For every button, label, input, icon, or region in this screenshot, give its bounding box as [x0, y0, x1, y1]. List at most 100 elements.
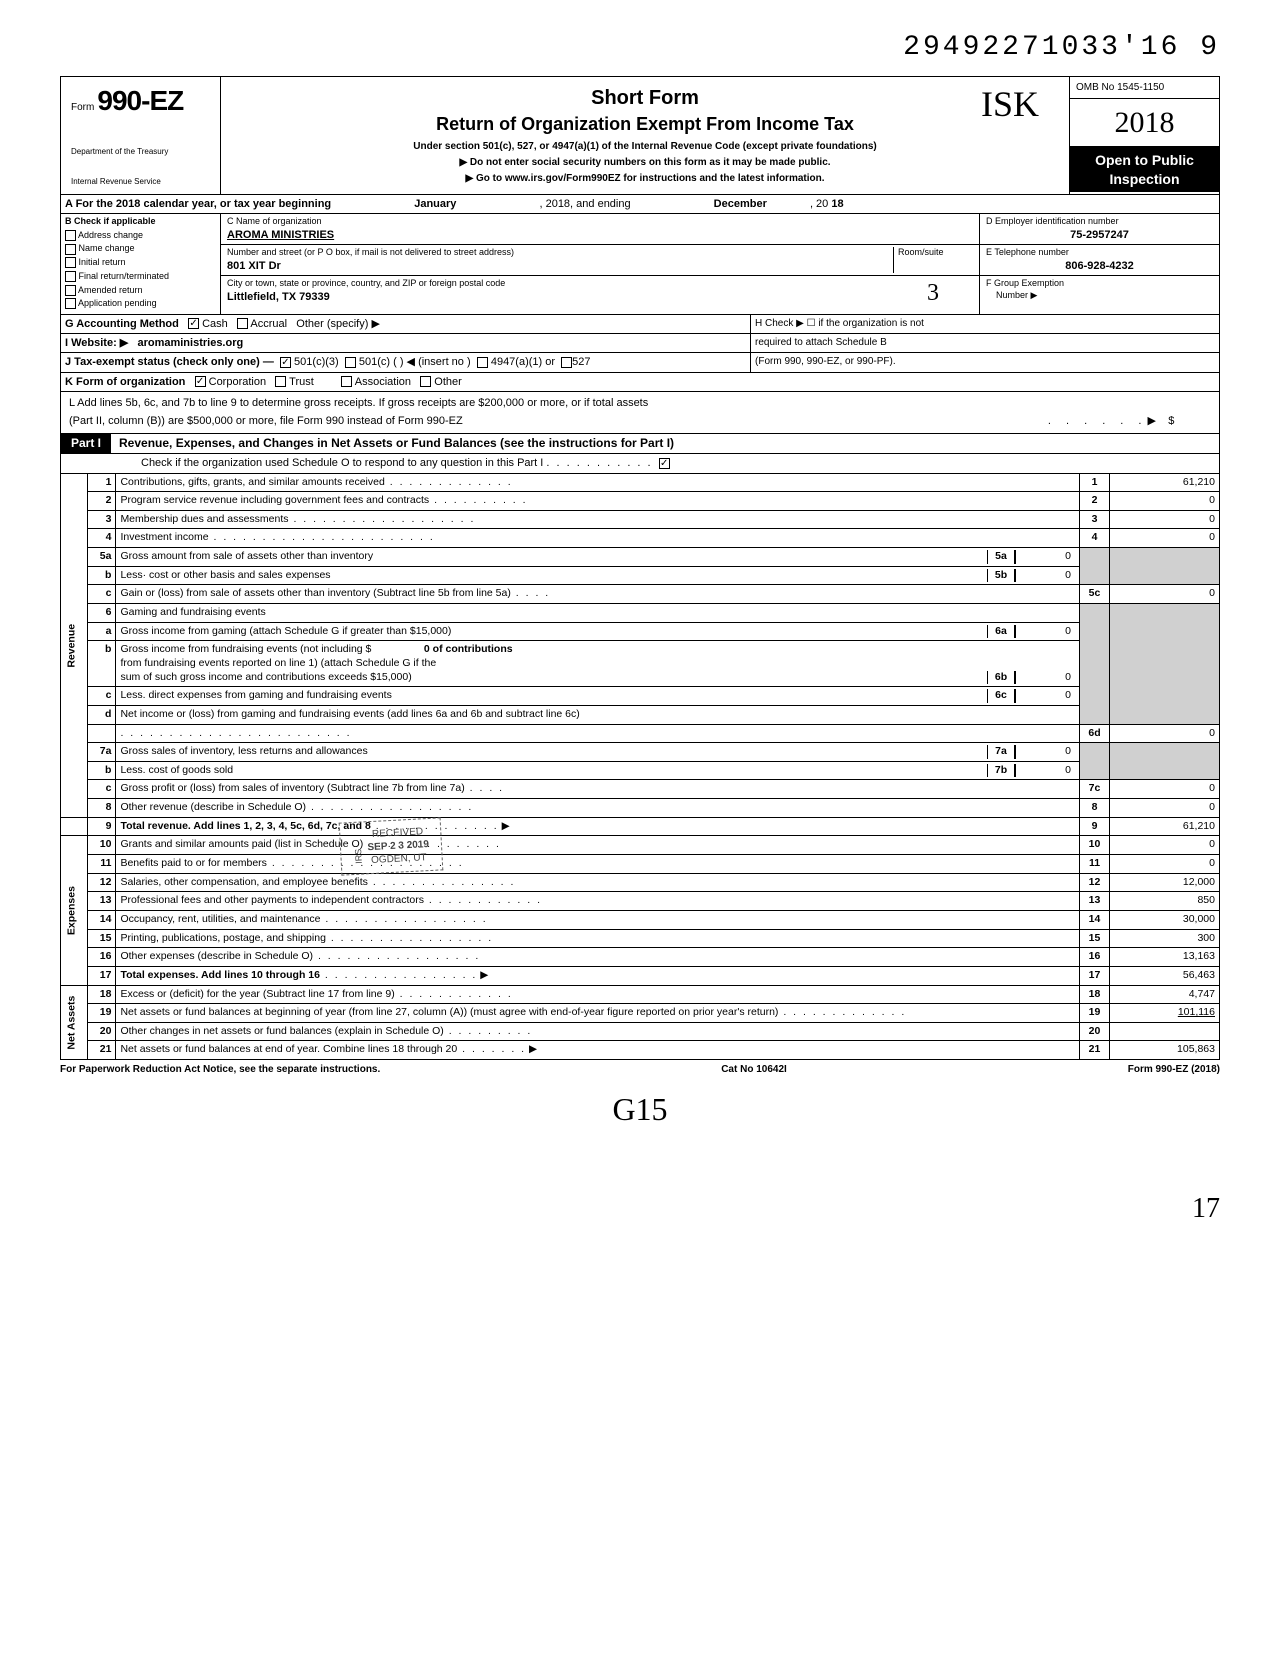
form-number: 990-EZ: [97, 85, 183, 116]
row-6: 6Gaming and fundraising events: [61, 604, 1220, 623]
row-j: J Tax-exempt status (check only one) — ✓…: [60, 353, 1220, 372]
phone-value: 806-928-4232: [986, 259, 1213, 273]
part1-header: Part I Revenue, Expenses, and Changes in…: [60, 434, 1220, 455]
check-schedule-o[interactable]: ✓: [659, 458, 670, 469]
check-4947[interactable]: [477, 357, 488, 368]
l-arrow: ▶: [1147, 414, 1155, 428]
end-year: 18: [831, 198, 843, 210]
footer-left: For Paperwork Reduction Act Notice, see …: [60, 1063, 380, 1076]
open-to-public: Open to Public Inspection: [1070, 147, 1219, 191]
header-left: Form 990-EZ Department of the Treasury I…: [61, 77, 221, 193]
col-def: D Employer identification number 75-2957…: [979, 214, 1219, 314]
footer-mid: Cat No 10642I: [721, 1063, 787, 1076]
row-7c: cGross profit or (loss) from sales of in…: [61, 780, 1220, 799]
row-15: 15Printing, publications, postage, and s…: [61, 929, 1220, 948]
header-center: Short Form ISK Return of Organization Ex…: [231, 77, 1059, 193]
org-name: AROMA MINISTRIES: [227, 228, 973, 242]
h-text3: (Form 990, 990-EZ, or 990-PF).: [751, 353, 1219, 371]
l-text1: L Add lines 5b, 6c, and 7b to line 9 to …: [65, 394, 1215, 412]
row-6d: dNet income or (loss) from gaming and fu…: [61, 705, 1220, 724]
g-label: G Accounting Method: [65, 318, 179, 330]
street-value: 801 XIT Dr: [227, 259, 893, 273]
check-cash[interactable]: ✓: [188, 318, 199, 329]
row-l: L Add lines 5b, 6c, and 7b to line 9 to …: [60, 392, 1220, 434]
check-501c[interactable]: [345, 357, 356, 368]
check-corp[interactable]: ✓: [195, 376, 206, 387]
omb-number: OMB No 1545-1150: [1070, 77, 1219, 99]
row-8: 8Other revenue (describe in Schedule O) …: [61, 799, 1220, 818]
check-initial[interactable]: [65, 257, 76, 268]
b-label: B Check if applicable: [65, 216, 156, 226]
row-12: 12Salaries, other compensation, and empl…: [61, 873, 1220, 892]
check-final[interactable]: [65, 271, 76, 282]
city-label: City or town, state or province, country…: [227, 278, 893, 290]
handwritten-initials: ISK: [981, 81, 1039, 128]
form-year: 2018: [1070, 99, 1219, 147]
header-right: OMB No 1545-1150 2018 Open to Public Ins…: [1069, 77, 1219, 193]
f-label2: Number ▶: [986, 290, 1213, 302]
check-name[interactable]: [65, 244, 76, 255]
title-return: Return of Organization Exempt From Incom…: [237, 113, 1053, 136]
form-header: Form 990-EZ Department of the Treasury I…: [60, 76, 1220, 194]
col-b: B Check if applicable Address change Nam…: [61, 214, 221, 314]
check-527[interactable]: [561, 357, 572, 368]
row-5c: cGain or (loss) from sale of assets othe…: [61, 585, 1220, 604]
col-c: C Name of organization AROMA MINISTRIES …: [221, 214, 979, 314]
line-a-label: A For the 2018 calendar year, or tax yea…: [65, 198, 331, 210]
label-expenses: Expenses: [61, 836, 88, 985]
h-text2: required to attach Schedule B: [751, 334, 1219, 352]
row-21: 21Net assets or fund balances at end of …: [61, 1041, 1220, 1060]
part1-check: Check if the organization used Schedule …: [60, 454, 1220, 473]
k-label: K Form of organization: [65, 376, 185, 388]
subtitle-url: ▶ Go to www.irs.gov/Form990EZ for instru…: [237, 172, 1053, 185]
form-page: 29492271033'16 9 Form 990-EZ Department …: [60, 30, 1220, 1227]
row-14: 14Occupancy, rent, utilities, and mainte…: [61, 910, 1220, 929]
row-k: K Form of organization ✓ Corporation Tru…: [60, 373, 1220, 392]
open-line2: Inspection: [1076, 170, 1213, 188]
page-footer: For Paperwork Reduction Act Notice, see …: [60, 1060, 1220, 1079]
label-netassets: Net Assets: [61, 985, 88, 1060]
row-7a: 7a Gross sales of inventory, less return…: [61, 743, 1220, 762]
ein-value: 75-2957247: [986, 228, 1213, 242]
part1-tag: Part I: [61, 434, 111, 454]
c-label: C Name of organization: [227, 216, 973, 228]
l-dollar: $: [1168, 414, 1174, 428]
check-accrual[interactable]: [237, 318, 248, 329]
website-value: aromaministries.org: [137, 337, 243, 349]
main-table: Revenue 1 Contributions, gifts, grants, …: [60, 474, 1220, 1061]
row-5b: b Less· cost or other basis and sales ex…: [61, 566, 1220, 585]
subtitle-section: Under section 501(c), 527, or 4947(a)(1)…: [237, 140, 1053, 153]
street-label: Number and street (or P O box, if mail i…: [227, 247, 893, 259]
f-label: F Group Exemption: [986, 278, 1213, 290]
row-13: 13Professional fees and other payments t…: [61, 892, 1220, 911]
line-a-tail: , 20: [810, 198, 828, 210]
row-3: 3Membership dues and assessments . . . .…: [61, 510, 1220, 529]
row-10: Expenses 10Grants and similar amounts pa…: [61, 836, 1220, 855]
l-text2: (Part II, column (B)) are $500,000 or mo…: [69, 414, 463, 428]
title-short-form: Short Form: [237, 85, 1053, 111]
e-label: E Telephone number: [986, 247, 1213, 259]
row-17: 17Total expenses. Add lines 10 through 1…: [61, 966, 1220, 985]
check-address[interactable]: [65, 230, 76, 241]
check-other[interactable]: [420, 376, 431, 387]
check-trust[interactable]: [275, 376, 286, 387]
label-revenue: Revenue: [61, 474, 88, 818]
check-501c3[interactable]: ✓: [280, 357, 291, 368]
end-month: December: [714, 198, 767, 210]
check-pending[interactable]: [65, 298, 76, 309]
check-amended[interactable]: [65, 285, 76, 296]
row-7b: b Less. cost of goods sold7b0: [61, 761, 1220, 780]
section-bcdef: B Check if applicable Address change Nam…: [60, 214, 1220, 315]
city-value: Littlefield, TX 79339: [227, 290, 893, 304]
received-stamp: IRS RECEIVED SEP 2 3 2019 OGDEN, UT: [339, 817, 444, 875]
document-locator-number: 29492271033'16 9: [60, 30, 1220, 66]
row-2: 2Program service revenue including gover…: [61, 492, 1220, 511]
i-label: I Website: ▶: [65, 337, 128, 349]
row-11: 11Benefits paid to or for members . . . …: [61, 855, 1220, 874]
row-5a: 5a Gross amount from sale of assets othe…: [61, 548, 1220, 567]
check-assoc[interactable]: [341, 376, 352, 387]
form-prefix: Form: [71, 102, 94, 113]
row-6b: b Gross income from fundraising events (…: [61, 641, 1220, 687]
row-18: Net Assets 18Excess or (deficit) for the…: [61, 985, 1220, 1004]
open-line1: Open to Public: [1076, 151, 1213, 169]
